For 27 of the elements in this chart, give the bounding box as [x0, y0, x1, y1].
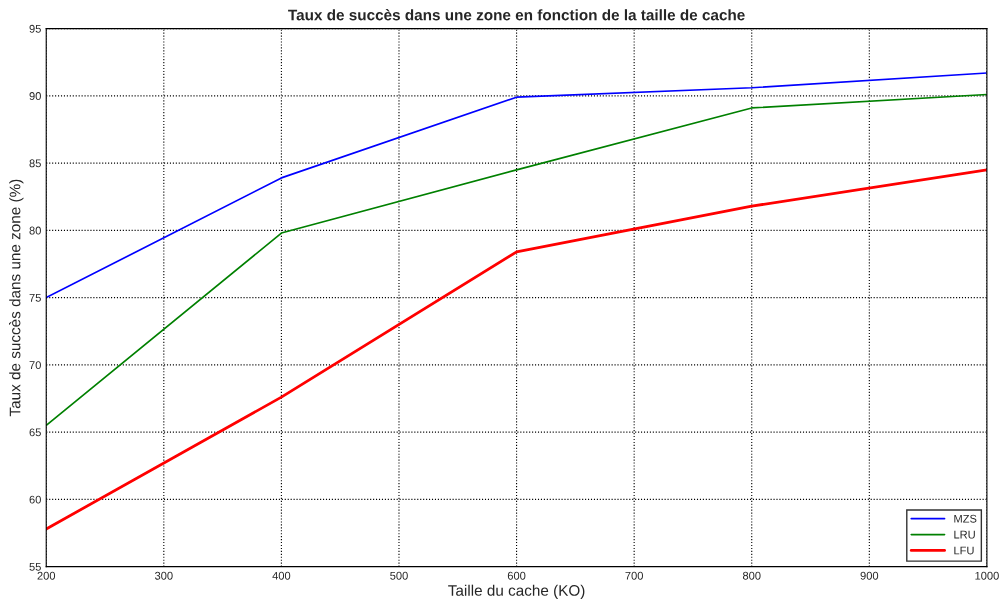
- chart-title: Taux de succès dans une zone en fonction de la taille de cache: [288, 9, 745, 21]
- y-tick-label: 60: [29, 495, 41, 504]
- x-tick-label: 900: [860, 571, 879, 580]
- legend-label: MZS: [954, 514, 977, 523]
- x-tick-label: 400: [272, 571, 291, 580]
- y-tick-label: 65: [29, 428, 41, 437]
- line-series: [46, 72, 987, 299]
- x-tick-label: 1000: [975, 571, 999, 580]
- legend-label: LFU: [954, 546, 974, 555]
- x-tick-label: 300: [154, 571, 173, 580]
- x-tick-label: 700: [625, 571, 643, 580]
- y-tick-label: 70: [29, 361, 41, 370]
- y-tick-label: 75: [29, 294, 41, 302]
- line-series: [46, 168, 987, 531]
- y-axis-title: Taux de succès dans une zone (%): [9, 179, 24, 417]
- line-series: [46, 93, 987, 427]
- y-tick-label: 95: [29, 24, 41, 33]
- y-tick-label: 90: [29, 92, 41, 100]
- x-axis-title: Taille du cache (KO): [448, 584, 585, 599]
- y-tick-label: 85: [29, 159, 41, 168]
- x-tick-label: 500: [390, 571, 408, 580]
- x-tick-label: 800: [742, 571, 761, 580]
- x-tick-label: 600: [507, 571, 526, 580]
- y-tick-label: 80: [29, 226, 41, 235]
- x-tick-label: 200: [37, 571, 56, 580]
- legend-label: LRU: [954, 530, 975, 539]
- y-tick-label: 55: [29, 563, 41, 571]
